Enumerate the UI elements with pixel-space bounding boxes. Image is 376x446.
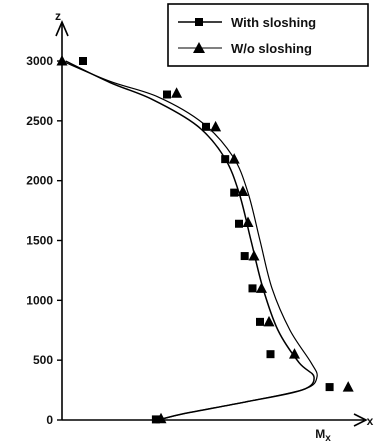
series-with-sloshing [65, 57, 334, 424]
legend-label-with-sloshing: With sloshing [231, 15, 316, 30]
x-axis-quantity: Mx [315, 427, 331, 444]
marker-with-sloshing-9 [266, 350, 275, 359]
marker-with-sloshing-3 [221, 155, 230, 164]
marker-without-sloshing-9 [289, 348, 300, 359]
marker-without-sloshing-8 [263, 315, 275, 327]
marker-with-sloshing-11 [151, 415, 160, 424]
marker-without-sloshing-1 [171, 87, 183, 98]
y-tick-label-3000: 3000 [26, 54, 53, 68]
series-line-without-sloshing [61, 60, 318, 421]
legend-box [167, 3, 369, 67]
marker-with-sloshing-8 [256, 317, 264, 326]
legend-marker-with-sloshing [195, 18, 203, 26]
y-axis-label: z [55, 9, 61, 23]
marker-without-sloshing-7 [256, 282, 267, 293]
marker-without-sloshing-4 [237, 185, 249, 196]
marker-without-sloshing-2 [210, 120, 222, 132]
legend-label-without-sloshing: W/o sloshing [231, 41, 312, 56]
series-line-with-sloshing [65, 60, 315, 421]
marker-without-sloshing-5 [242, 216, 254, 228]
series-without-sloshing [56, 55, 354, 424]
marker-with-sloshing-7 [248, 284, 257, 293]
marker-without-sloshing-10 [342, 381, 354, 392]
y-tick-label-1000: 1000 [26, 293, 53, 307]
marker-without-sloshing-3 [228, 153, 240, 164]
y-tick-label-0: 0 [46, 413, 53, 427]
marker-without-sloshing-0 [56, 55, 68, 66]
x-axis-arrow [353, 413, 368, 427]
y-axis-arrow [55, 19, 69, 37]
legend-marker-without-sloshing [193, 42, 205, 53]
marker-with-sloshing-4 [230, 188, 239, 197]
y-tick-label-2500: 2500 [26, 114, 53, 128]
marker-without-sloshing-6 [248, 250, 260, 261]
marker-with-sloshing-0 [79, 57, 87, 65]
marker-with-sloshing-2 [202, 122, 210, 131]
marker-without-sloshing-11 [155, 412, 167, 424]
y-ticks: 0 500 1000 1500 2000 2500 3000 [26, 54, 62, 427]
marker-with-sloshing-5 [235, 219, 243, 228]
series-layer [56, 55, 354, 424]
marker-with-sloshing-10 [325, 383, 334, 392]
y-tick-label-1500: 1500 [26, 234, 53, 248]
marker-with-sloshing-1 [163, 90, 171, 99]
y-tick-label-500: 500 [33, 353, 53, 367]
x-axis-label: x [367, 414, 374, 428]
legend: With sloshing W/o sloshing [167, 3, 369, 67]
marker-with-sloshing-6 [240, 252, 249, 261]
y-tick-label-2000: 2000 [26, 174, 53, 188]
